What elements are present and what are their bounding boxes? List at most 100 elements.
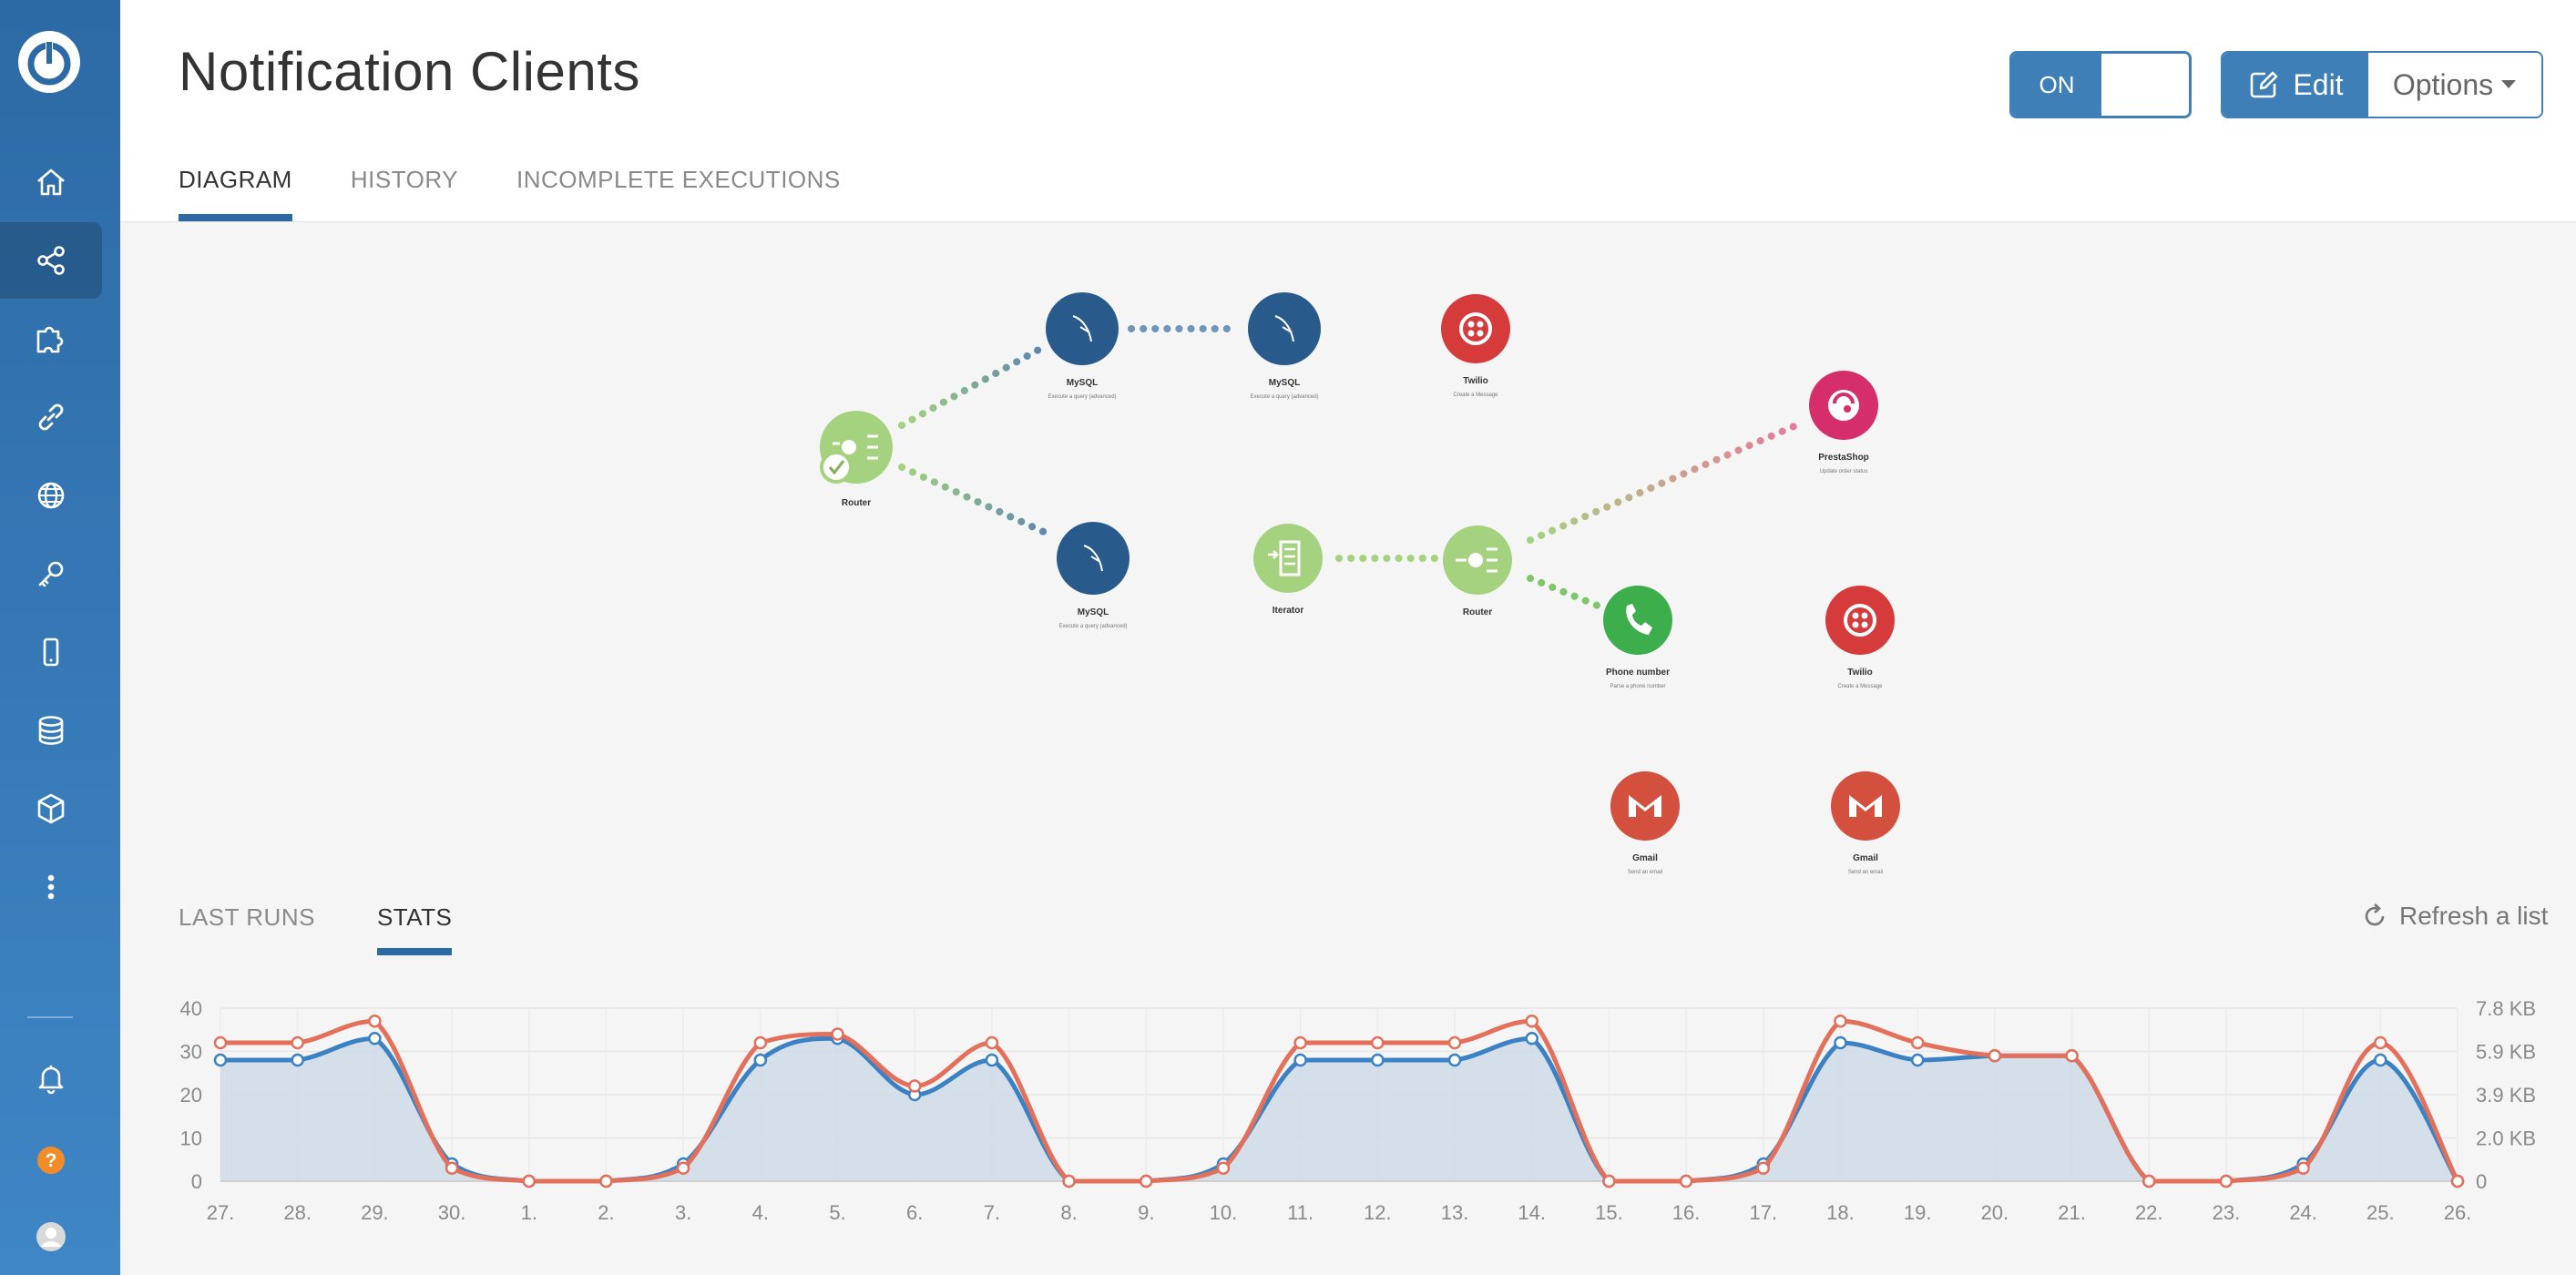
x-tick-label: 16. <box>1672 1201 1701 1224</box>
data-point <box>985 1053 999 1067</box>
x-tick-label: 7. <box>984 1201 1000 1224</box>
module-mysql[interactable]: MySQL Execute a query (advanced) <box>1248 292 1321 400</box>
sidebar: ? <box>0 0 120 1275</box>
data-point <box>2219 1174 2234 1188</box>
y-tick-left: 40 <box>180 997 202 1020</box>
svg-text:MySQL: MySQL <box>1269 378 1300 388</box>
module-phone-number[interactable]: Phone number Parse a phone number <box>1603 586 1672 689</box>
sidebar-item-datastructures[interactable] <box>0 770 102 847</box>
sidebar-item-templates[interactable] <box>0 301 102 377</box>
data-point <box>599 1174 613 1188</box>
sidebar-item-home[interactable] <box>0 144 102 220</box>
x-tick-label: 11. <box>1287 1201 1314 1224</box>
y-tick-right: 0 <box>2476 1170 2487 1193</box>
data-point <box>753 1053 768 1067</box>
make-logo-icon[interactable] <box>16 29 82 95</box>
tab-incomplete-executions[interactable]: INCOMPLETE EXECUTIONS <box>516 166 841 193</box>
refresh-label: Refresh a list <box>2399 902 2549 930</box>
x-tick-label: 26. <box>2444 1201 2472 1224</box>
svg-text:MySQL: MySQL <box>1078 607 1109 617</box>
x-tick-label: 8. <box>1060 1201 1077 1224</box>
tab-stats[interactable]: STATS <box>376 903 453 955</box>
x-tick-label: 21. <box>2058 1201 2086 1224</box>
x-tick-label: 25. <box>2366 1201 2395 1224</box>
y-tick-right: 2.0 KB <box>2476 1127 2536 1150</box>
sidebar-divider <box>27 1016 73 1018</box>
module-twilio[interactable]: Twilio Create a Message <box>1441 294 1510 398</box>
x-tick-label: 28. <box>283 1201 312 1224</box>
refresh-list-button[interactable]: Refresh a list <box>2361 902 2548 931</box>
stats-tabs: LAST RUNS STATS <box>179 903 514 955</box>
sidebar-item-help[interactable]: ? <box>0 1122 102 1198</box>
tab-diagram[interactable]: DIAGRAM <box>179 166 292 221</box>
share-icon <box>37 246 65 275</box>
more-icon <box>47 874 55 900</box>
data-point <box>291 1053 304 1067</box>
x-tick-label: 18. <box>1826 1201 1855 1224</box>
tab-history[interactable]: HISTORY <box>350 166 458 193</box>
module-twilio[interactable]: Twilio Create a Message <box>1825 586 1895 689</box>
data-point <box>1447 1053 1462 1067</box>
x-tick-label: 23. <box>2213 1201 2241 1224</box>
database-icon <box>38 716 64 745</box>
data-point <box>1834 1035 1847 1050</box>
module-iterator[interactable]: Iterator <box>1253 524 1323 616</box>
sidebar-item-more[interactable] <box>0 849 102 925</box>
tab-last-runs[interactable]: LAST RUNS <box>179 903 315 931</box>
svg-text:Update order status: Update order status <box>1820 469 1868 474</box>
data-point <box>1140 1174 1153 1188</box>
scenario-on-toggle[interactable]: ON <box>2009 51 2192 118</box>
sidebar-item-scenarios[interactable] <box>0 222 102 299</box>
data-point <box>522 1174 537 1188</box>
x-tick-label: 4. <box>752 1201 769 1224</box>
caret-down-icon <box>2501 80 2517 88</box>
module-mysql[interactable]: MySQL Execute a query (advanced) <box>1046 292 1119 400</box>
data-point <box>753 1035 768 1050</box>
module-mysql[interactable]: MySQL Execute a query (advanced) <box>1057 522 1130 629</box>
sidebar-item-datastores[interactable] <box>0 692 102 769</box>
y-tick-right: 5.9 KB <box>2476 1041 2536 1064</box>
x-tick-label: 6. <box>906 1201 923 1224</box>
sidebar-item-devices[interactable] <box>0 614 102 690</box>
data-point <box>2374 1035 2387 1050</box>
sidebar-item-connections[interactable] <box>0 379 102 455</box>
x-tick-label: 9. <box>1138 1201 1154 1224</box>
x-tick-label: 13. <box>1441 1201 1469 1224</box>
module-router[interactable]: Router <box>1443 525 1512 617</box>
data-point <box>1988 1049 2002 1063</box>
sidebar-item-keys[interactable] <box>0 536 102 612</box>
svg-text:Send an email: Send an email <box>1848 870 1883 875</box>
data-point <box>1756 1161 1771 1175</box>
svg-text:Parse a phone number: Parse a phone number <box>1610 684 1665 689</box>
edit-label: Edit <box>2293 67 2344 101</box>
data-point <box>368 1032 382 1046</box>
module-gmail[interactable]: Gmail Send an email <box>1610 771 1680 875</box>
edit-button[interactable]: Edit <box>2223 53 2368 117</box>
x-tick-label: 3. <box>675 1201 691 1224</box>
module-gmail[interactable]: Gmail Send an email <box>1831 771 1900 875</box>
svg-text:PrestaShop: PrestaShop <box>1818 453 1869 463</box>
data-point <box>445 1161 459 1175</box>
data-point <box>831 1027 844 1041</box>
sidebar-item-profile[interactable] <box>0 1198 102 1275</box>
data-point <box>291 1035 304 1050</box>
x-tick-label: 2. <box>598 1201 614 1224</box>
svg-text:Execute a query (advanced): Execute a query (advanced) <box>1058 624 1127 629</box>
svg-text:Create a Message: Create a Message <box>1837 684 1883 689</box>
data-point <box>1216 1161 1231 1175</box>
scenario-diagram[interactable]: Router MySQL Execute a query (advanced) … <box>120 223 2576 879</box>
data-point <box>213 1035 228 1050</box>
sidebar-item-webhooks[interactable] <box>0 457 102 534</box>
operations-area <box>220 1038 2458 1181</box>
options-button[interactable]: Options <box>2368 53 2541 117</box>
x-tick-label: 17. <box>1749 1201 1777 1224</box>
module-router[interactable]: Router <box>820 411 893 508</box>
data-point <box>1062 1174 1076 1188</box>
sidebar-item-notifications[interactable] <box>0 1040 102 1117</box>
toggle-knob <box>2101 54 2189 116</box>
key-icon <box>38 561 64 587</box>
module-prestashop[interactable]: PrestaShop Update order status <box>1809 371 1878 474</box>
data-point <box>676 1161 690 1175</box>
svg-text:Twilio: Twilio <box>1847 668 1873 678</box>
x-tick-label: 1. <box>521 1201 537 1224</box>
